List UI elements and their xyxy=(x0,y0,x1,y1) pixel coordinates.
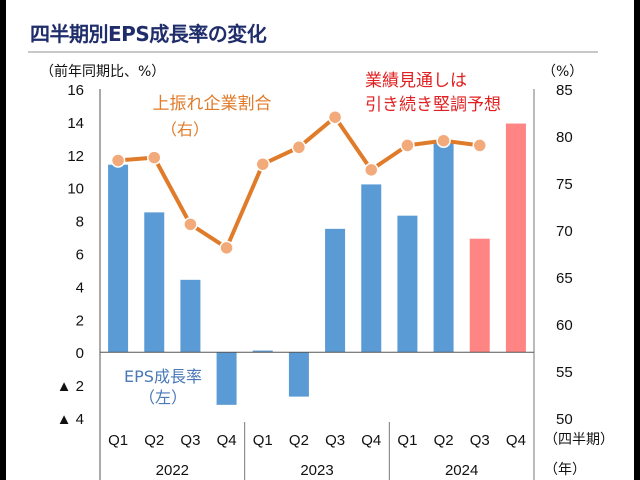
left-axis-tick-label: 12 xyxy=(67,148,84,165)
eps-bar xyxy=(325,228,346,353)
upside-ratio-marker xyxy=(255,156,270,172)
bar-series-axis-note: （左） xyxy=(139,388,187,407)
x-axis-year-label: 2023 xyxy=(300,462,333,479)
chart-page: 四半期別EPS成長率の変化 （前年同期比、%） （%） 16 14 12 10 8 6 4 2… xyxy=(6,0,634,480)
right-axis-tick-label: 70 xyxy=(556,223,573,240)
eps-bar xyxy=(361,184,382,353)
right-axis-tick-label: 65 xyxy=(556,270,573,287)
upside-ratio-marker xyxy=(472,138,487,153)
upside-ratio-marker xyxy=(219,240,234,256)
upside-ratio-marker xyxy=(400,138,415,153)
x-axis-quarter-label: Q2 xyxy=(289,432,309,449)
left-axis-tick-label: 14 xyxy=(67,115,84,132)
right-axis-tick-label: 80 xyxy=(556,129,573,146)
upside-ratio-marker xyxy=(364,162,379,178)
x-unit-quarter: （四半期） xyxy=(544,432,614,448)
left-axis-unit: （前年同期比、%） xyxy=(40,63,165,80)
line-series-axis-note: （右） xyxy=(161,120,209,139)
upside-ratio-marker xyxy=(436,133,451,148)
x-axis-quarter-label: Q1 xyxy=(397,432,417,449)
upside-ratio-marker xyxy=(291,140,307,155)
left-axis-tick-label: 8 xyxy=(76,214,84,231)
eps-bar xyxy=(216,352,237,405)
x-axis-quarter-label: Q1 xyxy=(108,432,128,449)
x-axis-year-label: 2024 xyxy=(445,462,478,479)
left-axis-tick-label: 4 xyxy=(76,279,84,296)
eps-bar xyxy=(397,215,418,353)
right-axis-unit: （%） xyxy=(542,64,583,80)
line-series-label: 上振れ企業割合 xyxy=(153,94,272,114)
x-axis-quarter-label: Q2 xyxy=(434,432,454,449)
bar-series-label: EPS成長率 xyxy=(124,367,202,386)
left-axis-tick-label: 2 xyxy=(76,312,84,329)
eps-bar xyxy=(108,164,129,353)
right-axis-tick-label: 55 xyxy=(556,364,573,381)
left-axis-tick-label: 0 xyxy=(76,345,84,362)
x-axis-quarter-label: Q3 xyxy=(470,432,490,449)
right-axis-tick-label: 60 xyxy=(556,317,573,334)
eps-bar xyxy=(252,350,273,353)
eps-bar xyxy=(180,279,201,353)
upside-ratio-marker xyxy=(110,153,126,168)
annotation-line-1: 業績見通しは xyxy=(365,71,467,91)
left-axis-tick-label: ▲ 2 xyxy=(57,378,84,395)
x-axis-quarter-label: Q4 xyxy=(506,432,526,449)
x-axis-quarter-label: Q3 xyxy=(180,432,200,449)
right-axis-tick-label: 50 xyxy=(556,411,573,428)
right-axis-tick-label: 75 xyxy=(556,176,573,193)
eps-bar xyxy=(144,212,165,353)
eps-bar xyxy=(288,352,309,397)
upside-ratio-marker xyxy=(327,109,343,125)
title-divider xyxy=(28,51,598,53)
chart: （前年同期比、%） （%） 16 14 12 10 8 6 4 2 0 ▲ 2 ▲ 4 85 80 75… xyxy=(40,63,614,480)
left-axis-tick-label: 6 xyxy=(76,247,84,264)
forecast-bar xyxy=(505,123,526,353)
forecast-bar xyxy=(469,238,490,353)
x-axis-quarter-label: Q4 xyxy=(361,432,381,449)
left-axis-tick-label: 16 xyxy=(67,82,84,99)
x-unit-year: （年） xyxy=(544,462,586,478)
eps-bar xyxy=(433,143,454,353)
upside-ratio-marker xyxy=(183,217,198,232)
x-axis-quarter-label: Q3 xyxy=(325,432,345,449)
x-axis-quarter-label: Q1 xyxy=(253,432,273,449)
chart-title: 四半期別EPS成長率の変化 xyxy=(30,22,267,46)
left-axis-tick-label: ▲ 4 xyxy=(57,411,84,428)
x-axis-quarter-label: Q4 xyxy=(217,432,237,449)
x-axis-year-label: 2022 xyxy=(156,462,189,479)
x-axis-quarter-label: Q2 xyxy=(144,432,164,449)
upside-ratio-marker xyxy=(147,150,162,165)
left-axis-tick-label: 10 xyxy=(67,181,84,198)
annotation-line-2: 引き続き堅調予想 xyxy=(365,95,501,115)
right-axis-tick-label: 85 xyxy=(556,82,573,99)
